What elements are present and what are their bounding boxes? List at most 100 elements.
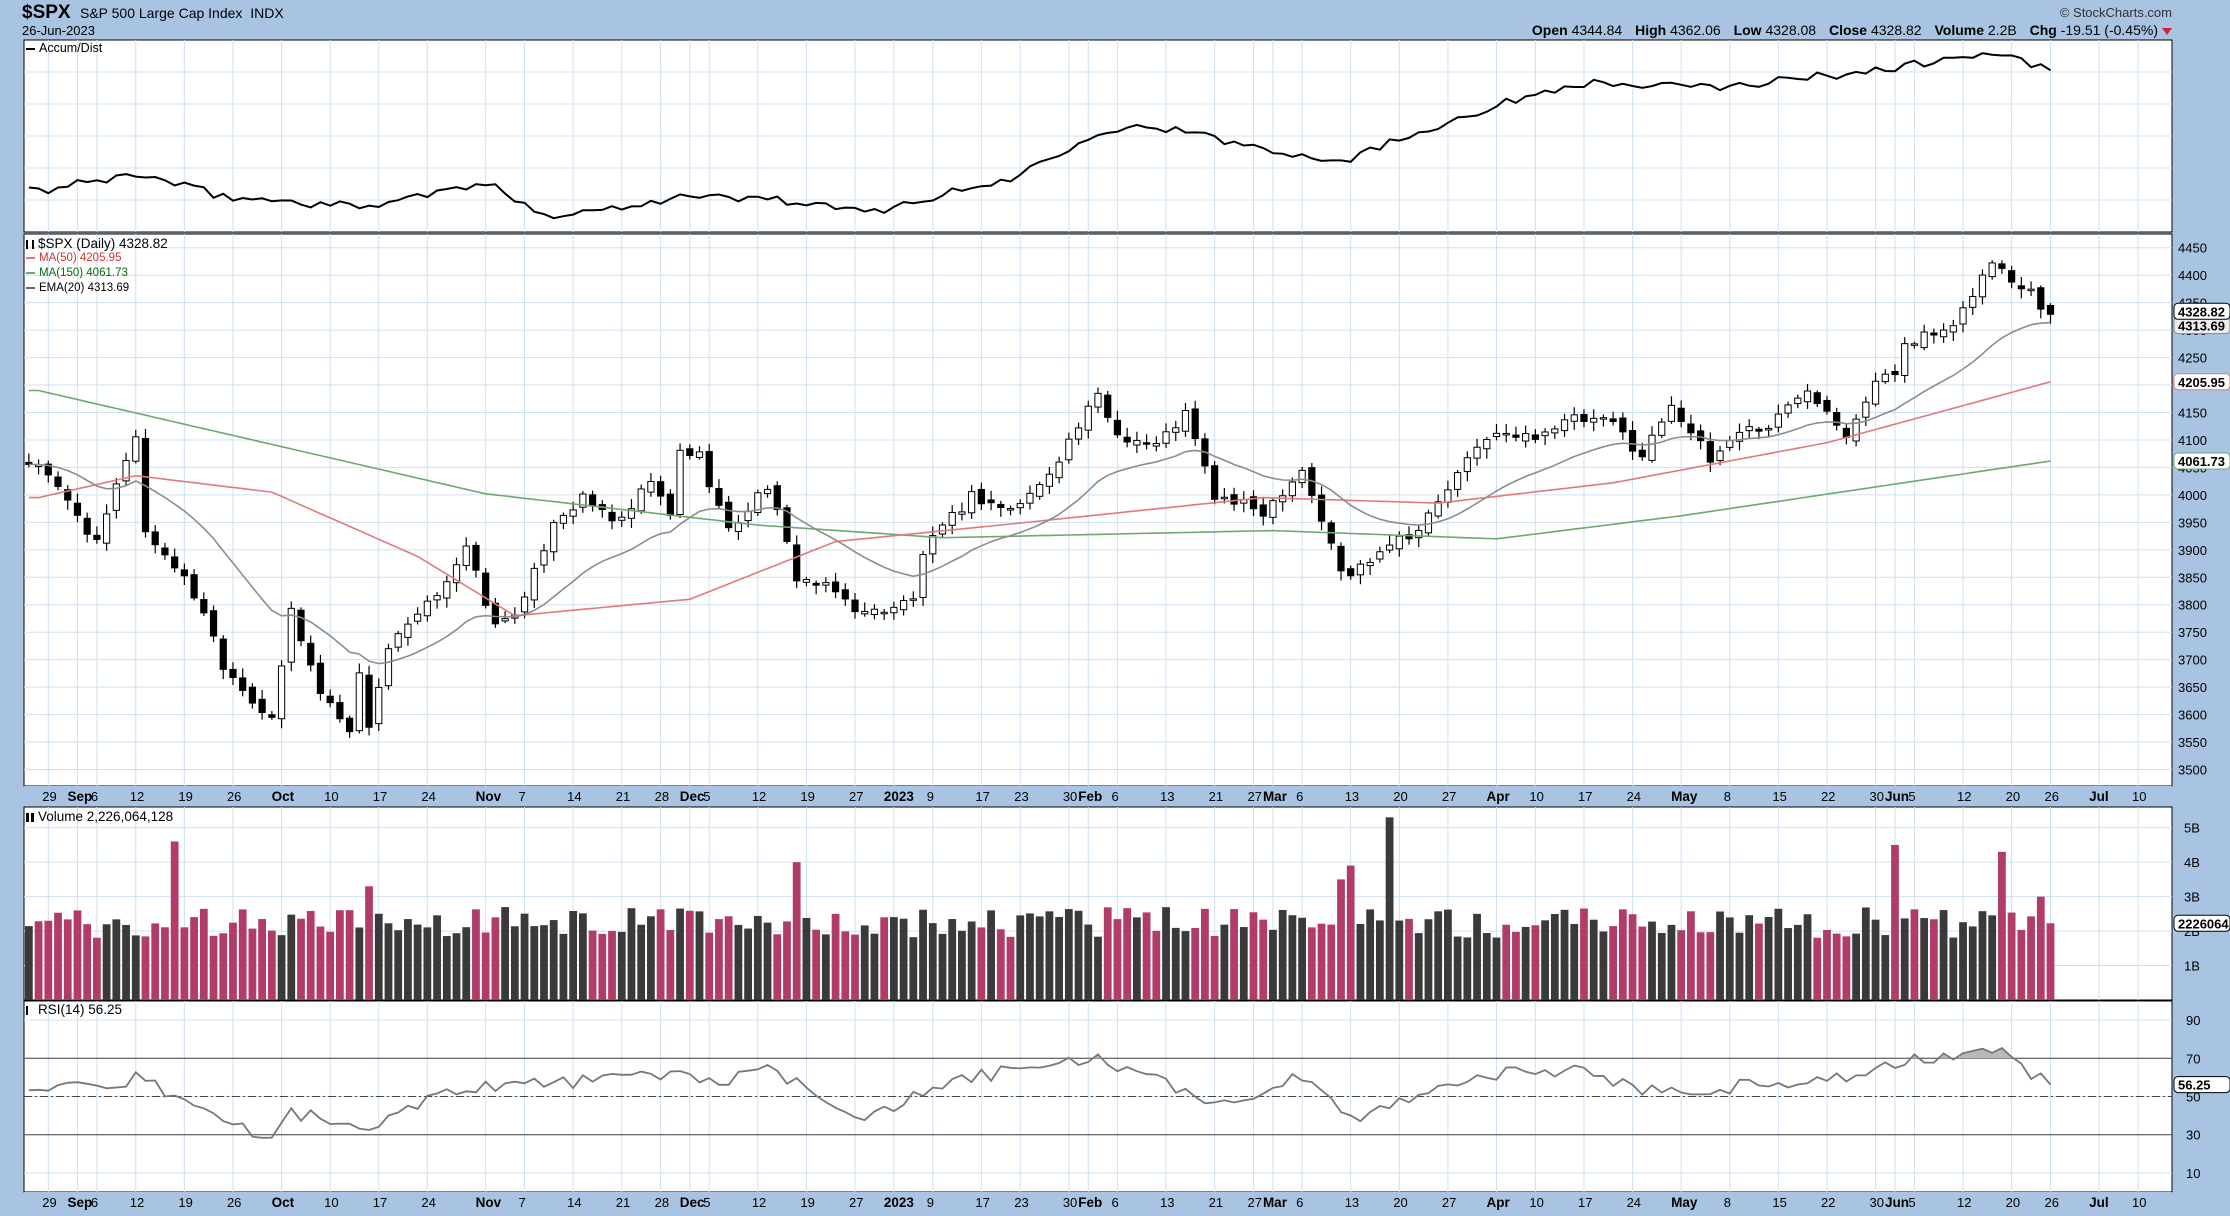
date-tick-label: 12	[1957, 1195, 1971, 1210]
volume-bar-up	[530, 926, 539, 1000]
candle-down	[608, 511, 616, 522]
date-tick-label: 27	[1442, 789, 1456, 804]
candle-down	[365, 674, 373, 728]
candle-up	[909, 598, 917, 601]
volume-bar-up	[1599, 931, 1608, 1000]
candle-up	[1172, 427, 1180, 433]
date-tick-label: 10	[324, 1195, 338, 1210]
volume-bar-up	[131, 935, 140, 1000]
candle-up	[1483, 439, 1491, 450]
volume-bar-down	[73, 910, 82, 1000]
date-tick-label: 26	[227, 789, 241, 804]
candle-up	[1978, 274, 1987, 298]
volume-bar-down	[2036, 896, 2045, 1000]
candle-down	[793, 544, 801, 582]
candle-up	[637, 488, 645, 512]
candle-down	[2037, 287, 2045, 310]
candle-down	[1930, 332, 1938, 336]
volume-tick-label: 3B	[2184, 890, 2200, 905]
candle-up	[695, 451, 704, 458]
date-tick-label: 29	[42, 789, 56, 804]
volume-bar-up	[919, 909, 927, 1000]
volume-bar-down	[1006, 936, 1015, 1000]
volume-bar-down	[2007, 912, 2016, 1000]
volume-tick-label: 5B	[2184, 821, 2200, 836]
candle-up	[1045, 473, 1054, 487]
candle-up	[1560, 419, 1569, 432]
candle-up	[900, 599, 908, 611]
price-legend: $SPX (Daily) 4328.82	[26, 237, 168, 251]
month-tick-label: Dec	[680, 1195, 705, 1210]
month-tick-label: Jul	[2089, 789, 2109, 804]
ma50-line	[28, 381, 2051, 617]
volume-bar-up	[1784, 928, 1792, 1000]
month-tick-label: 2023	[884, 1195, 915, 1210]
volume-bar-down	[209, 935, 218, 1000]
price-tick-label: 3650	[2178, 680, 2207, 695]
date-tick-label: 20	[1393, 789, 1407, 804]
month-tick-label: May	[1671, 789, 1698, 804]
candle-down	[1580, 414, 1588, 422]
candle-up	[1735, 431, 1744, 442]
volume-bar-down	[1823, 929, 1831, 1000]
volume-bar-up	[987, 910, 995, 1000]
volume-bar-down	[93, 937, 101, 1000]
candle-down	[666, 493, 674, 516]
volume-bar-down	[1628, 914, 1637, 1000]
date-tick-label: 12	[130, 1195, 144, 1210]
month-tick-label: May	[1671, 1195, 1698, 1210]
date-tick-label: 20	[2006, 1195, 2020, 1210]
date-tick-label: 17	[975, 1195, 989, 1210]
volume-bar-down	[170, 841, 179, 1000]
volume-bar-up	[1094, 936, 1102, 1000]
candle-down	[783, 507, 791, 542]
candle-up	[1522, 433, 1530, 442]
candle-down	[831, 581, 840, 593]
volume-bar-down	[151, 923, 160, 1000]
date-tick-label: 22	[1821, 1195, 1835, 1210]
candle-down	[977, 488, 985, 505]
volume-bar-up	[744, 928, 752, 1000]
candle-up	[1288, 481, 1296, 497]
date-tick-label: 14	[567, 1195, 581, 1210]
date-tick-label: 27	[849, 789, 863, 804]
candle-up	[579, 493, 587, 508]
candle-down	[336, 702, 344, 720]
volume-bar-down	[977, 927, 986, 1000]
volume-bar-down	[996, 929, 1005, 1000]
volume-bar-up	[890, 917, 898, 1000]
candle-down	[1531, 434, 1539, 440]
candle-up	[1765, 427, 1773, 431]
candle-down	[93, 534, 101, 540]
candle-up	[1074, 427, 1083, 440]
candle-up	[1502, 432, 1510, 436]
volume-bar-down	[1618, 909, 1627, 1000]
volume-bar-down	[1891, 844, 1899, 1000]
volume-bar-up	[1278, 909, 1287, 1000]
volume-bar-down	[1706, 932, 1715, 1000]
volume-bar-down	[1580, 908, 1588, 1000]
candle-up	[122, 460, 130, 482]
date-tick-label: 17	[373, 1195, 387, 1210]
volume-bar-down	[831, 913, 840, 1000]
candle-down	[1638, 449, 1646, 458]
candle-up	[1794, 397, 1802, 405]
date-tick-label: 17	[975, 789, 989, 804]
volume-bar-up	[1978, 911, 1987, 1000]
candle-down	[1405, 534, 1413, 540]
volume-bar-down	[472, 909, 480, 1000]
volume-bar-down	[1259, 919, 1268, 1000]
candle-up	[822, 582, 830, 586]
date-tick-label: 12	[1957, 789, 1971, 804]
candle-up	[1133, 439, 1141, 446]
volume-bar-up	[1725, 917, 1734, 1000]
rsi-overbought-fill	[1958, 1048, 2017, 1059]
date-tick-label: 8	[1724, 1195, 1731, 1210]
candle-down	[588, 494, 597, 507]
candle-up	[647, 481, 655, 493]
candle-up	[1959, 307, 1967, 325]
candle-down	[705, 451, 713, 488]
candle-up	[1648, 434, 1656, 461]
candle-down	[73, 502, 82, 516]
